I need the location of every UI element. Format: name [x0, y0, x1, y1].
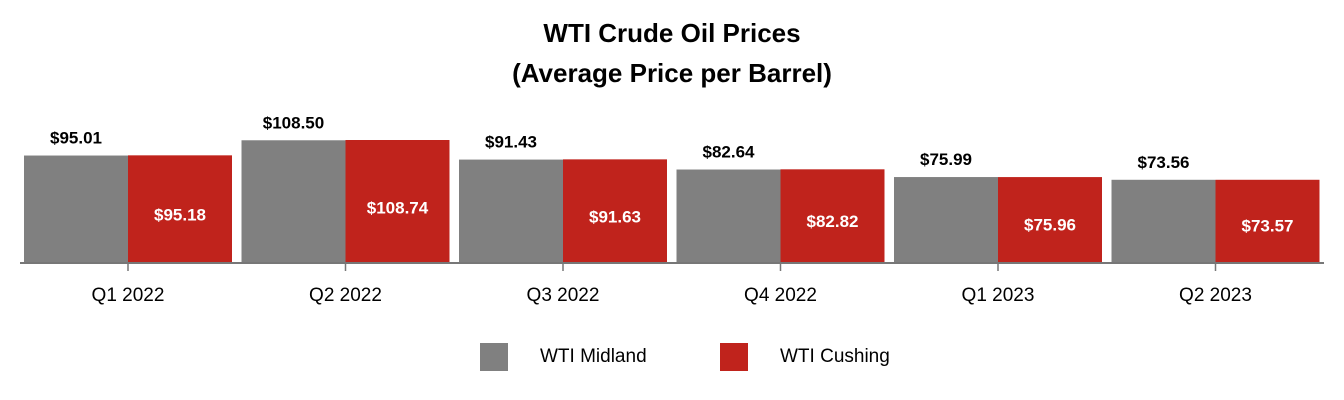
legend-label-midland: WTI Midland: [540, 346, 647, 367]
bar-cushing: [128, 155, 232, 263]
data-label-midland: $91.43: [485, 133, 537, 152]
chart-title: WTI Crude Oil Prices: [543, 18, 801, 48]
bar-midland: [894, 177, 998, 263]
data-label-cushing: $82.82: [807, 212, 859, 231]
x-tick-label: Q1 2022: [92, 285, 165, 306]
x-tick-label: Q1 2023: [962, 285, 1035, 306]
bar-cushing: [345, 140, 450, 263]
data-label-cushing: $75.96: [1024, 215, 1076, 234]
legend-swatch-cushing: [720, 343, 748, 371]
data-label-midland: $108.50: [263, 113, 324, 132]
chart-subtitle: (Average Price per Barrel): [512, 58, 832, 88]
data-label-cushing: $95.18: [154, 206, 206, 225]
data-label-cushing: $108.74: [367, 199, 429, 218]
data-label-midland: $82.64: [703, 143, 756, 162]
data-label-cushing: $91.63: [589, 207, 641, 226]
data-label-midland: $75.99: [920, 150, 972, 169]
x-tick-label: Q2 2023: [1179, 285, 1252, 306]
legend-label-cushing: WTI Cushing: [780, 346, 890, 367]
bar-cushing: [1215, 179, 1320, 263]
data-label-cushing: $73.57: [1242, 217, 1294, 236]
x-tick-label: Q4 2022: [744, 285, 817, 306]
x-tick-label: Q2 2022: [309, 285, 382, 306]
bar-midland: [459, 159, 563, 263]
bar-midland: [241, 140, 346, 263]
bar-cushing: [563, 159, 667, 263]
legend-item-midland: WTI Midland: [480, 343, 647, 371]
bar-midland: [676, 169, 781, 263]
bar-midland: [1111, 179, 1216, 263]
legend-item-cushing: WTI Cushing: [720, 343, 890, 371]
x-tick-label: Q3 2022: [527, 285, 600, 306]
legend-swatch-midland: [480, 343, 508, 371]
bar-midland: [24, 155, 128, 263]
data-label-midland: $95.01: [50, 129, 102, 148]
data-label-midland: $73.56: [1138, 153, 1190, 172]
bar-cushing: [998, 177, 1102, 263]
bar-cushing: [780, 169, 885, 263]
